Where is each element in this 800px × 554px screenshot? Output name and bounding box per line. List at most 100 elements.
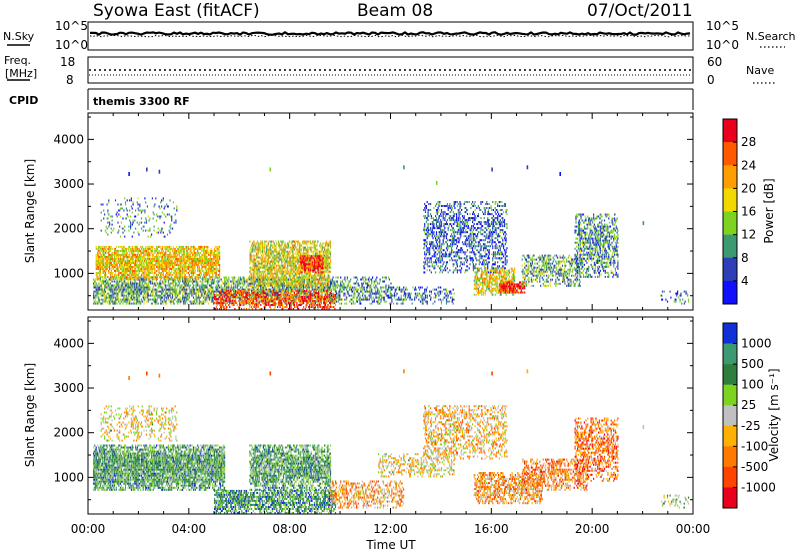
range-cell xyxy=(251,304,253,306)
range-cell xyxy=(156,282,158,285)
range-cell xyxy=(124,300,127,303)
range-cell xyxy=(325,295,327,298)
range-cell xyxy=(112,292,114,295)
range-cell xyxy=(99,272,101,274)
range-cell xyxy=(131,268,133,270)
range-cell xyxy=(154,203,156,206)
range-cell xyxy=(316,293,318,296)
range-cell xyxy=(166,298,168,301)
range-cell xyxy=(212,272,214,274)
range-cell xyxy=(109,266,111,268)
range-cell xyxy=(235,289,237,292)
range-cell xyxy=(104,245,106,248)
range-cell xyxy=(115,276,117,278)
range-cell xyxy=(134,298,136,301)
range-cell xyxy=(170,245,172,248)
range-cell xyxy=(169,294,171,297)
range-cell xyxy=(94,296,96,299)
range-cell xyxy=(215,266,217,268)
range-cell xyxy=(132,296,134,299)
range-cell xyxy=(208,280,210,283)
range-cell xyxy=(299,302,301,304)
range-cell xyxy=(215,306,217,308)
range-cell xyxy=(317,306,319,308)
range-cell xyxy=(183,253,185,256)
range-cell xyxy=(198,264,200,266)
range-cell xyxy=(119,209,121,212)
range-cell xyxy=(188,294,190,297)
range-cell xyxy=(137,274,139,276)
range-cell xyxy=(160,231,162,234)
range-cell xyxy=(165,274,167,276)
range-cell xyxy=(127,276,129,279)
range-cell xyxy=(126,213,128,216)
range-cell xyxy=(208,302,210,305)
range-cell xyxy=(99,274,101,276)
range-cell xyxy=(191,276,193,278)
range-cell xyxy=(256,270,259,273)
range-cell xyxy=(95,282,97,285)
range-cell xyxy=(241,297,243,300)
range-cell xyxy=(134,288,136,291)
range-cell xyxy=(253,302,255,304)
range-cell xyxy=(143,264,145,266)
range-cell xyxy=(178,268,180,270)
range-cell xyxy=(94,278,96,281)
range-cell xyxy=(311,295,313,298)
range-cell xyxy=(198,284,200,287)
range-cell xyxy=(170,227,172,230)
noise-panel: N.Sky 10^5 10^0 10^5 10^0 N.Search xyxy=(3,19,796,52)
range-cell xyxy=(198,268,200,270)
range-cell xyxy=(219,276,221,278)
range-cell xyxy=(106,251,108,254)
range-cell xyxy=(114,266,117,268)
range-cell xyxy=(131,280,133,283)
range-cell xyxy=(97,276,99,278)
range-cell xyxy=(172,268,174,270)
range-cell xyxy=(251,306,253,308)
range-cell xyxy=(151,249,153,252)
range-cell xyxy=(100,219,102,222)
range-cell xyxy=(131,223,133,226)
range-cell xyxy=(129,253,131,256)
range-cell xyxy=(140,253,143,256)
range-cell xyxy=(121,290,123,293)
range-cell xyxy=(106,288,108,291)
range-cell xyxy=(161,229,163,232)
range-cell xyxy=(163,245,165,248)
range-cell xyxy=(107,282,109,285)
range-cell xyxy=(228,291,230,294)
range-cell xyxy=(96,292,98,295)
range-cell xyxy=(168,298,170,301)
range-cell xyxy=(199,300,201,303)
range-cell xyxy=(247,286,249,289)
range-cell xyxy=(251,280,253,283)
range-cell xyxy=(181,264,183,266)
range-cell xyxy=(177,286,179,289)
range-cell xyxy=(124,296,126,299)
range-cell xyxy=(217,258,219,260)
range-cell xyxy=(134,278,136,281)
range-cell xyxy=(171,253,173,256)
range-cell xyxy=(281,282,284,285)
range-cell xyxy=(108,278,110,281)
range-cell xyxy=(132,219,134,222)
noise-panel-frame xyxy=(87,21,694,51)
range-cell xyxy=(290,302,292,304)
range-cell xyxy=(227,299,229,302)
range-cell xyxy=(127,286,129,289)
range-cell xyxy=(104,280,106,283)
range-cell xyxy=(136,296,138,299)
range-cell xyxy=(172,282,174,285)
range-cell xyxy=(292,299,295,302)
range-cell xyxy=(98,288,101,291)
range-cell xyxy=(192,274,195,276)
range-cell xyxy=(197,276,199,278)
range-cell xyxy=(125,296,127,299)
range-cell xyxy=(126,298,128,301)
range-cell xyxy=(114,286,117,289)
range-cell xyxy=(107,221,109,224)
range-cell xyxy=(141,300,143,303)
range-cell xyxy=(109,282,111,285)
range-cell xyxy=(253,242,255,245)
